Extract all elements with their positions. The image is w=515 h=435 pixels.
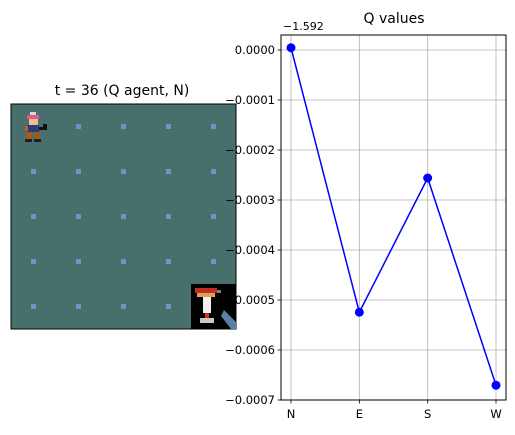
floor-dot	[211, 214, 216, 219]
floor-dot	[76, 304, 81, 309]
q-values-chart: Q values −1.592 0.0000 −0.0001 −0.0002 −0.0…	[225, 11, 507, 421]
data-point-s	[423, 173, 433, 183]
x-tick-label: E	[356, 407, 363, 421]
floor-dot	[76, 259, 81, 264]
floor-dot	[121, 169, 126, 174]
hero-sprite	[25, 112, 47, 142]
floor-dot	[76, 169, 81, 174]
floor-dot	[166, 169, 171, 174]
floor-dot	[76, 214, 81, 219]
floor-dot	[121, 124, 126, 129]
y-axis-ticks: 0.0000 −0.0001 −0.0002 −0.0003 −0.0004 −0.000…	[225, 43, 281, 407]
data-point-e	[354, 307, 364, 317]
floor-dot	[76, 124, 81, 129]
floor-dot	[121, 304, 126, 309]
floor-dot	[166, 124, 171, 129]
floor-dot	[211, 169, 216, 174]
floor-dot	[31, 304, 36, 309]
y-offset-text: −1.592	[283, 20, 324, 33]
floor-dot	[31, 259, 36, 264]
floor-dot	[211, 124, 216, 129]
y-tick-label: −0.0005	[225, 293, 275, 307]
goal-sprite	[191, 284, 236, 329]
floor-dot	[31, 214, 36, 219]
y-tick-label: −0.0007	[225, 393, 275, 407]
grid-dots	[31, 124, 216, 309]
data-point-w	[491, 380, 501, 390]
y-tick-label: −0.0004	[225, 243, 275, 257]
y-tick-label: −0.0006	[225, 343, 275, 357]
grid-world-panel: t = 36 (Q agent, N)	[10, 83, 237, 330]
floor-dot	[166, 214, 171, 219]
y-tick-label: −0.0001	[225, 93, 275, 107]
floor-dot	[166, 304, 171, 309]
y-tick-label: −0.0003	[225, 193, 275, 207]
floor-dot	[121, 259, 126, 264]
floor-dot	[121, 214, 126, 219]
x-tick-label: S	[424, 407, 431, 421]
x-tick-label: N	[287, 407, 296, 421]
chart-gridlines	[281, 35, 506, 401]
chart-series	[286, 43, 501, 390]
y-tick-label: 0.0000	[235, 43, 275, 57]
chart-title: Q values	[363, 11, 424, 27]
grid-world-title: t = 36 (Q agent, N)	[55, 83, 190, 99]
plot-frame	[280, 34, 507, 401]
floor-dot	[211, 259, 216, 264]
floor-dot	[31, 169, 36, 174]
x-tick-label: W	[490, 407, 501, 421]
y-tick-label: −0.0002	[225, 143, 275, 157]
series-line	[290, 47, 497, 386]
floor-dot	[166, 259, 171, 264]
data-point-n	[286, 43, 296, 53]
